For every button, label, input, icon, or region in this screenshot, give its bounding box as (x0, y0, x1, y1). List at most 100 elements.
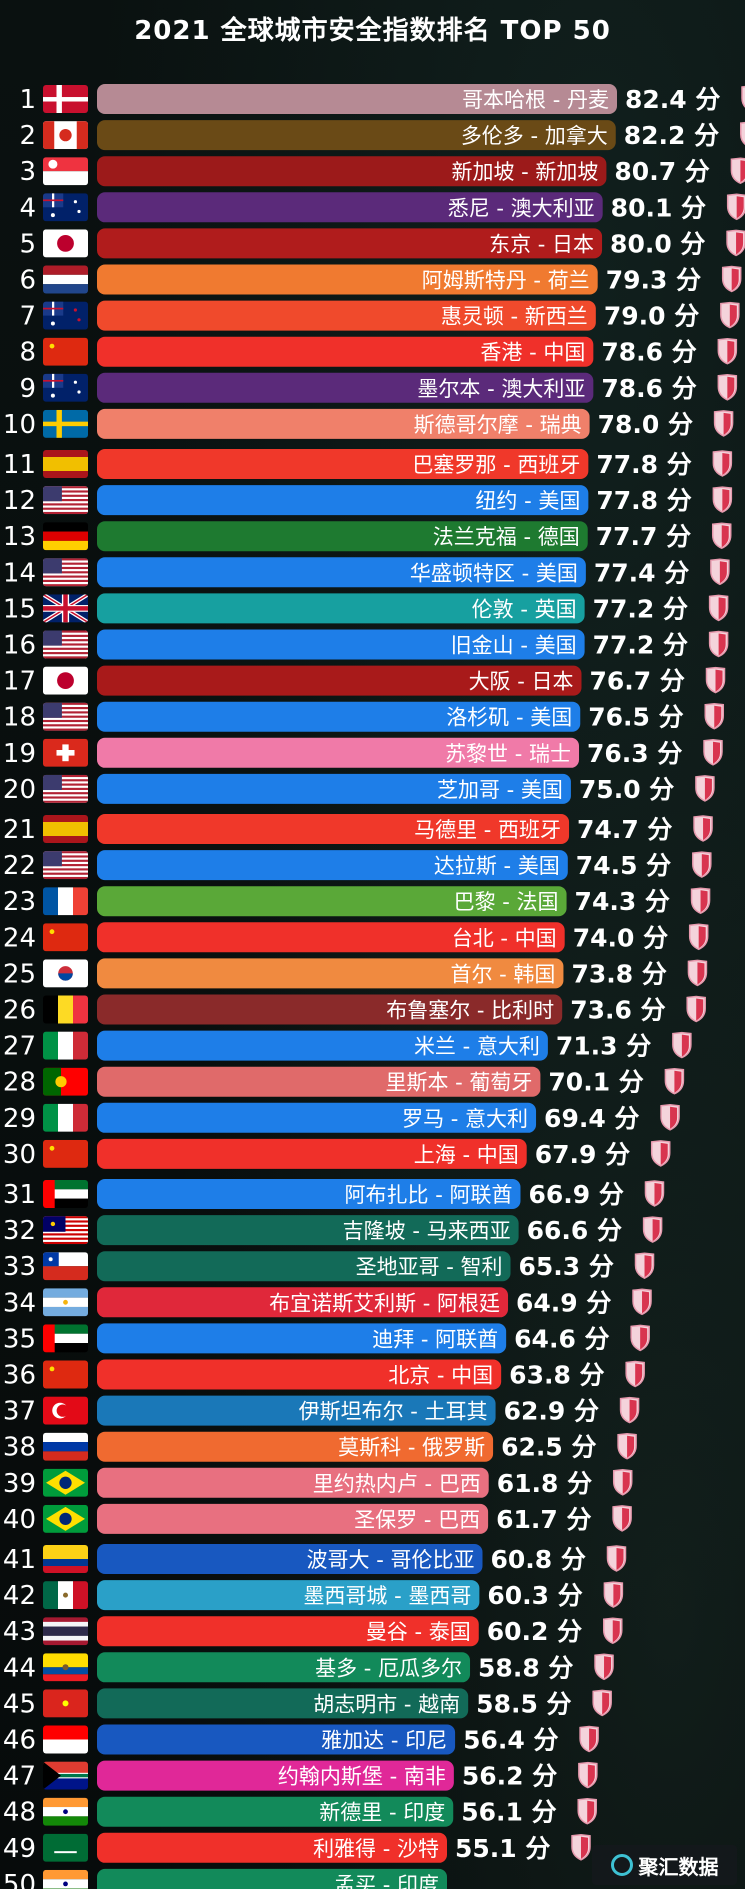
watermark-logo-icon (610, 1854, 633, 1876)
value-label: 80.0 分 (610, 229, 705, 258)
bar-row: 50 孟买 - 印度 (3, 1868, 447, 1889)
flag-de-icon (43, 522, 88, 551)
bar (97, 264, 598, 295)
bar-row: 39 里约热内卢 - 巴西 61.8 分 (3, 1467, 633, 1499)
city-label: 首尔 - 韩国 (451, 962, 556, 986)
value-label: 73.8 分 (571, 959, 666, 988)
bar-row: 32 吉隆坡 - 马来西亚 66.6 分 (3, 1215, 663, 1246)
flag-vn-icon (43, 1689, 88, 1718)
flag-my-icon (43, 1216, 88, 1245)
bar (97, 1179, 521, 1209)
value-label: 64.6 分 (514, 1324, 609, 1353)
chart-title: 2021 全球城市安全指数排名 TOP 50 (134, 16, 611, 46)
bar (97, 557, 586, 588)
bar (97, 1138, 527, 1169)
value-label: 65.3 分 (519, 1252, 614, 1281)
city-label: 台北 - 中国 (452, 926, 557, 950)
rank-label: 25 (3, 959, 36, 989)
rank-label: 13 (3, 522, 36, 552)
bar-row: 9 墨尔本 - 澳大利亚 78.6 分 (19, 372, 738, 404)
flag-dk-icon (43, 85, 88, 113)
bar (97, 1832, 447, 1863)
city-label: 波哥大 - 哥伦比亚 (307, 1548, 475, 1572)
value-label: 71.3 分 (556, 1032, 651, 1061)
shield-icon (632, 1288, 652, 1316)
shield-icon (695, 775, 715, 802)
shield-icon (726, 229, 745, 257)
flag-cn-icon (43, 337, 88, 366)
bar (97, 773, 571, 804)
flag-sg-icon (43, 157, 88, 186)
rank-label: 42 (3, 1581, 36, 1611)
value-label: 61.8 分 (497, 1469, 592, 1498)
flag-au-icon (43, 193, 88, 222)
rank-label: 14 (3, 558, 36, 588)
value-label: 63.8 分 (509, 1361, 604, 1390)
shield-icon (578, 1761, 598, 1789)
bar-row: 3 新加坡 - 新加坡 80.7 分 (19, 156, 745, 187)
city-label: 悉尼 - 澳大利亚 (448, 196, 595, 220)
bar-row: 24 台北 - 中国 74.0 分 (3, 922, 709, 953)
bar (97, 850, 568, 881)
shield-icon (710, 558, 730, 586)
flag-co-icon (43, 1545, 88, 1573)
value-label: 56.2 分 (462, 1762, 557, 1791)
value-label: 74.7 分 (577, 815, 672, 844)
value-label: 60.2 分 (487, 1617, 582, 1646)
city-label: 曼谷 - 泰国 (366, 1620, 471, 1644)
rank-label: 10 (3, 410, 36, 440)
flag-se-icon (43, 409, 88, 438)
shield-icon (712, 486, 733, 513)
value-label: 66.6 分 (527, 1216, 622, 1245)
city-label: 纽约 - 美国 (475, 489, 580, 513)
bar (97, 1030, 548, 1061)
city-label: 里约热内卢 - 巴西 (313, 1472, 481, 1496)
flag-ch-icon (43, 738, 88, 767)
bar (97, 449, 589, 479)
bar-row: 41 波哥大 - 哥伦比亚 60.8 分 (3, 1544, 627, 1575)
value-label: 58.8 分 (478, 1653, 573, 1682)
bar (97, 1544, 483, 1574)
rank-label: 33 (3, 1252, 36, 1282)
shield-icon (577, 1797, 597, 1825)
value-label: 74.5 分 (576, 851, 671, 880)
bar (97, 814, 570, 844)
bar (97, 1359, 502, 1390)
rank-label: 19 (3, 739, 36, 769)
rank-label: 48 (3, 1798, 36, 1828)
city-label: 莫斯科 - 俄罗斯 (338, 1436, 485, 1460)
city-label: 约翰内斯堡 - 南非 (278, 1765, 446, 1789)
bar-row: 21 马德里 - 西班牙 74.7 分 (3, 814, 713, 845)
bar-row: 2 多伦多 - 加拿大 82.2 分 (19, 120, 745, 151)
shield-icon (617, 1432, 637, 1460)
flag-us-icon (43, 851, 88, 880)
city-label: 圣地亚哥 - 智利 (356, 1255, 503, 1279)
value-label: 67.9 分 (535, 1140, 630, 1169)
city-label: 墨西哥城 - 墨西哥 (303, 1584, 471, 1608)
flag-gb-icon (43, 594, 88, 623)
bar (97, 1066, 541, 1097)
bar-row: 37 伊斯坦布尔 - 土耳其 62.9 分 (3, 1395, 640, 1427)
shield-icon (687, 959, 708, 987)
rank-label: 17 (3, 667, 36, 697)
rank-label: 18 (3, 703, 36, 733)
bar (97, 372, 594, 403)
value-label: 76.3 分 (587, 739, 682, 768)
shield-icon (713, 410, 734, 437)
rank-label: 30 (3, 1140, 36, 1170)
rank-label: 46 (3, 1726, 36, 1756)
rank-label: 29 (3, 1104, 36, 1134)
rank-label: 44 (3, 1653, 36, 1683)
value-label: 82.4 分 (625, 85, 720, 114)
shield-icon (650, 1140, 671, 1167)
shield-icon (592, 1689, 612, 1717)
shield-icon (690, 887, 711, 915)
value-label: 76.7 分 (590, 667, 685, 696)
rank-label: 4 (19, 193, 36, 223)
flag-it-icon (43, 1031, 88, 1060)
city-label: 里斯本 - 葡萄牙 (385, 1071, 532, 1095)
city-label: 圣保罗 - 巴西 (354, 1508, 480, 1532)
flag-za-icon (43, 1761, 88, 1790)
rank-label: 12 (3, 486, 36, 516)
bar (97, 192, 603, 223)
